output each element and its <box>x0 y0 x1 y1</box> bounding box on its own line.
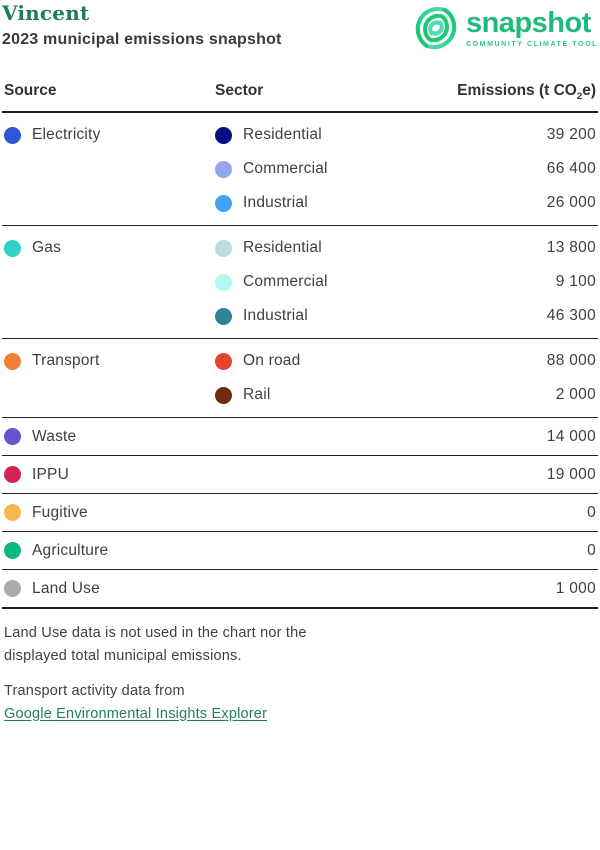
sector-label: Industrial <box>243 307 308 325</box>
source-cell: Waste <box>4 420 215 453</box>
table-group-transport: Transport On road 88 000 Rail 2 000 <box>2 339 598 419</box>
sector-label: Industrial <box>243 194 308 212</box>
column-header-emissions: Emissions (t CO2e) <box>457 82 596 102</box>
source-label: Land Use <box>32 579 100 597</box>
sector-dot <box>215 160 232 178</box>
sector-row: Industrial 26 000 <box>215 186 596 220</box>
source-dot <box>4 504 21 522</box>
source-label: Electricity <box>32 126 101 144</box>
emissions-value: 19 000 <box>546 465 596 483</box>
sector-rows: On road 88 000 Rail 2 000 <box>215 344 596 412</box>
brand-block: Vincent 2023 municipal emissions snapsho… <box>2 2 282 49</box>
table-header-row: Source Sector Emissions (t CO2e) <box>2 78 598 114</box>
sector-dot <box>215 273 232 291</box>
transport-data-note: Transport activity data from Google Envi… <box>4 680 328 725</box>
source-dot <box>4 466 21 484</box>
sector-label: Residential <box>243 126 322 144</box>
table-group-electricity: Electricity Residential 39 200 Commercia… <box>2 113 598 227</box>
municipality-name: Vincent <box>2 1 90 25</box>
table-group-ippu: IPPU 19 000 <box>2 456 598 495</box>
sector-dot <box>215 239 232 257</box>
sector-dot <box>215 307 232 325</box>
sector-label: On road <box>243 352 301 370</box>
source-dot <box>4 352 21 370</box>
column-header-sector: Sector <box>215 82 264 99</box>
google-eie-link[interactable]: Google Environmental Insights Explorer <box>4 705 268 722</box>
source-cell: Electricity <box>4 118 215 152</box>
emissions-value: 13 800 <box>546 239 596 257</box>
source-dot <box>4 580 21 598</box>
sector-row: Industrial 46 300 <box>215 299 596 333</box>
source-label: Waste <box>32 427 77 445</box>
sector-label: Commercial <box>243 160 328 178</box>
sector-row: Commercial 9 100 <box>215 265 596 299</box>
source-cell: Land Use <box>4 572 215 605</box>
emissions-header-text: Emissions (t CO <box>457 82 577 99</box>
logo-text: snapshot COMMUNITY CLIMATE TOOL <box>465 6 598 48</box>
emissions-value: 14 000 <box>546 427 596 445</box>
logo-wordmark: snapshot <box>465 6 591 39</box>
emissions-value: 39 200 <box>546 126 596 144</box>
source-label: Fugitive <box>32 503 88 521</box>
emissions-value: 46 300 <box>546 307 596 325</box>
source-cell: Gas <box>4 231 215 265</box>
source-cell: Fugitive <box>4 496 215 529</box>
sector-dot <box>215 194 232 212</box>
sector-label: Rail <box>243 386 271 404</box>
emissions-table: Source Sector Emissions (t CO2e) Electri… <box>2 78 598 610</box>
sector-label: Commercial <box>243 273 328 291</box>
emissions-value: 26 000 <box>546 194 596 212</box>
emissions-value: 66 400 <box>546 160 596 178</box>
source-label: IPPU <box>32 465 69 483</box>
source-label: Agriculture <box>32 541 109 559</box>
sector-row: On road 88 000 <box>215 344 596 378</box>
source-dot <box>4 239 21 257</box>
snapshot-arcs-icon <box>415 6 459 53</box>
source-cell: Transport <box>4 344 215 378</box>
emissions-value: 9 100 <box>555 273 596 291</box>
table-group-agriculture: Agriculture 0 <box>2 532 598 571</box>
source-cell: IPPU <box>4 458 215 491</box>
land-use-note: Land Use data is not used in the chart n… <box>4 625 307 664</box>
source-dot <box>4 542 21 560</box>
footnotes: Land Use data is not used in the chart n… <box>2 622 328 725</box>
page-title: 2023 municipal emissions snapshot <box>2 31 282 48</box>
source-dot <box>4 126 21 144</box>
column-header-source: Source <box>4 82 57 99</box>
logo-tagline: COMMUNITY CLIMATE TOOL <box>465 40 598 48</box>
sector-row: Residential 13 800 <box>215 231 596 265</box>
sector-rows: Residential 13 800 Commercial 9 100 Indu… <box>215 231 596 333</box>
emissions-value: 88 000 <box>546 352 596 370</box>
header: Vincent 2023 municipal emissions snapsho… <box>2 2 598 53</box>
source-label: Gas <box>32 239 62 257</box>
sector-row: Residential 39 200 <box>215 118 596 152</box>
table-group-land-use: Land Use 1 000 <box>2 570 598 610</box>
emissions-value: 0 <box>587 541 596 559</box>
sector-dot <box>215 386 232 404</box>
emissions-header-subscript: 2 <box>576 91 583 103</box>
table-group-fugitive: Fugitive 0 <box>2 494 598 533</box>
source-label: Transport <box>32 352 100 370</box>
sector-label: Residential <box>243 239 322 257</box>
source-cell: Agriculture <box>4 534 215 567</box>
snapshot-logo: snapshot COMMUNITY CLIMATE TOOL <box>413 3 598 53</box>
table-group-gas: Gas Residential 13 800 Commercial 9 100 … <box>2 226 598 340</box>
sector-dot <box>215 126 232 144</box>
emissions-value: 1 000 <box>555 579 596 597</box>
emissions-value: 0 <box>587 503 596 521</box>
table-group-waste: Waste 14 000 <box>2 418 598 457</box>
sector-row: Rail 2 000 <box>215 378 596 412</box>
emissions-header-suffix: e) <box>582 82 596 99</box>
sector-dot <box>215 352 232 370</box>
transport-note-text: Transport activity data from <box>4 683 185 700</box>
sector-row: Commercial 66 400 <box>215 152 596 186</box>
sector-rows: Residential 39 200 Commercial 66 400 Ind… <box>215 118 596 220</box>
emissions-value: 2 000 <box>555 386 596 404</box>
source-dot <box>4 428 21 446</box>
